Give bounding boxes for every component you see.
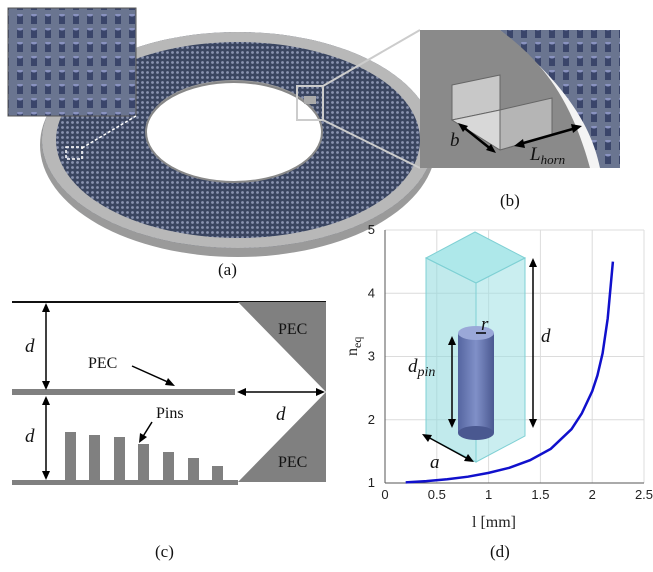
- ring-surface: [41, 31, 435, 249]
- pec-middle-plate: [12, 389, 235, 395]
- panel-a: (a): [7, 7, 436, 279]
- pin-2: [89, 435, 100, 480]
- unit-cell-inset: r d dpin a: [408, 231, 551, 473]
- dim-d-right-head-1: [237, 388, 246, 396]
- dim-dpin-head-2: [448, 419, 456, 428]
- dim-d-top-head-1: [42, 303, 50, 312]
- pec-wedge-bottom: [238, 392, 326, 482]
- label-r: r: [481, 314, 489, 335]
- caption-b: (b): [500, 191, 520, 210]
- dim-dpin-head-1: [448, 336, 456, 345]
- panel-c: d d d PEC PEC PEC Pins (c): [12, 301, 326, 561]
- zoom-marker-left: [65, 146, 83, 160]
- arrow-b-head-1: [458, 123, 468, 132]
- x-tick-label-1: 0.5: [428, 487, 446, 502]
- neq-curve: [405, 261, 615, 484]
- label-d-bottom: d: [25, 426, 35, 447]
- label-lhorn: Lhorn: [529, 144, 565, 167]
- panel-b: b Lhorn (b): [420, 30, 620, 210]
- pin-3: [114, 437, 125, 480]
- zoom-line-horn-2: [322, 119, 421, 169]
- arrow-lhorn-head-1: [514, 139, 525, 148]
- dim-a-head-2: [464, 454, 474, 462]
- dim-d-bottom-head-1: [42, 396, 50, 405]
- arrow-lhorn: [519, 126, 577, 146]
- label-pec-top: PEC: [278, 321, 307, 338]
- caption-a: (a): [218, 260, 237, 279]
- zoom-line-left: [81, 115, 137, 149]
- ring-inner-wall: [145, 81, 323, 183]
- horn-feed: [304, 96, 316, 104]
- arrow-b-head-2: [486, 144, 496, 153]
- y-tick-label-4: 5: [368, 222, 375, 237]
- y-tick-label-1: 2: [368, 412, 375, 427]
- caption-d: (d): [490, 542, 510, 561]
- x-tick-label-5: 2.5: [635, 487, 653, 502]
- zoom-marker-horn: [296, 85, 324, 121]
- pin-4: [138, 444, 149, 480]
- label-d-right: d: [276, 404, 286, 425]
- dim-d-bottom-head-2: [42, 471, 50, 480]
- x-tick-label-2: 1: [485, 487, 492, 502]
- y-axis-label: neq: [344, 337, 364, 356]
- dim-a: [425, 435, 471, 461]
- label-pins: Pins: [156, 405, 184, 422]
- pin-cylinder-bottom: [458, 426, 494, 440]
- arrow-b: [461, 125, 493, 151]
- chart-ticks: 0 0.5 1 1.5 2 2.5 1 2 3 4 5: [368, 222, 653, 502]
- inset-zoom-pins: [7, 7, 137, 117]
- label-d-cell: d: [541, 326, 551, 347]
- pec-arrow-head: [165, 378, 175, 386]
- dim-d-right-head-2: [316, 388, 325, 396]
- label-dpin: dpin: [408, 356, 435, 380]
- pins-arrow-head: [139, 433, 147, 443]
- arrow-lhorn-head-2: [571, 124, 582, 133]
- pin-1: [65, 432, 76, 480]
- y-tick-label-0: 1: [368, 475, 375, 490]
- y-tick-label-3: 4: [368, 285, 375, 300]
- label-pec-bottom: PEC: [278, 454, 307, 471]
- bottom-plate: [12, 480, 238, 485]
- caption-c: (c): [155, 542, 174, 561]
- x-tick-label-4: 2: [589, 487, 596, 502]
- zoom-line-horn-1: [322, 29, 421, 87]
- y-tick-label-2: 3: [368, 349, 375, 364]
- inset-b-pin-field: [500, 30, 620, 168]
- pec-arrow: [131, 365, 171, 384]
- x-tick-label-0: 0: [381, 487, 388, 502]
- label-b: b: [450, 130, 460, 151]
- dim-d-cell-head-1: [529, 258, 537, 267]
- pec-wedge-top: [238, 302, 326, 392]
- label-d-top: d: [25, 336, 35, 357]
- pin-cylinder-body: [458, 333, 494, 433]
- dim-d-cell-head-2: [529, 419, 537, 428]
- pin-5: [163, 452, 174, 480]
- dim-a-head-1: [422, 434, 432, 442]
- x-axis-label: l [mm]: [472, 514, 516, 531]
- dim-d-top-head-2: [42, 381, 50, 390]
- label-a: a: [430, 452, 440, 473]
- x-tick-label-3: 1.5: [531, 487, 549, 502]
- pin-7: [212, 466, 223, 480]
- label-pec-mid: PEC: [88, 355, 117, 372]
- pin-6: [188, 458, 199, 480]
